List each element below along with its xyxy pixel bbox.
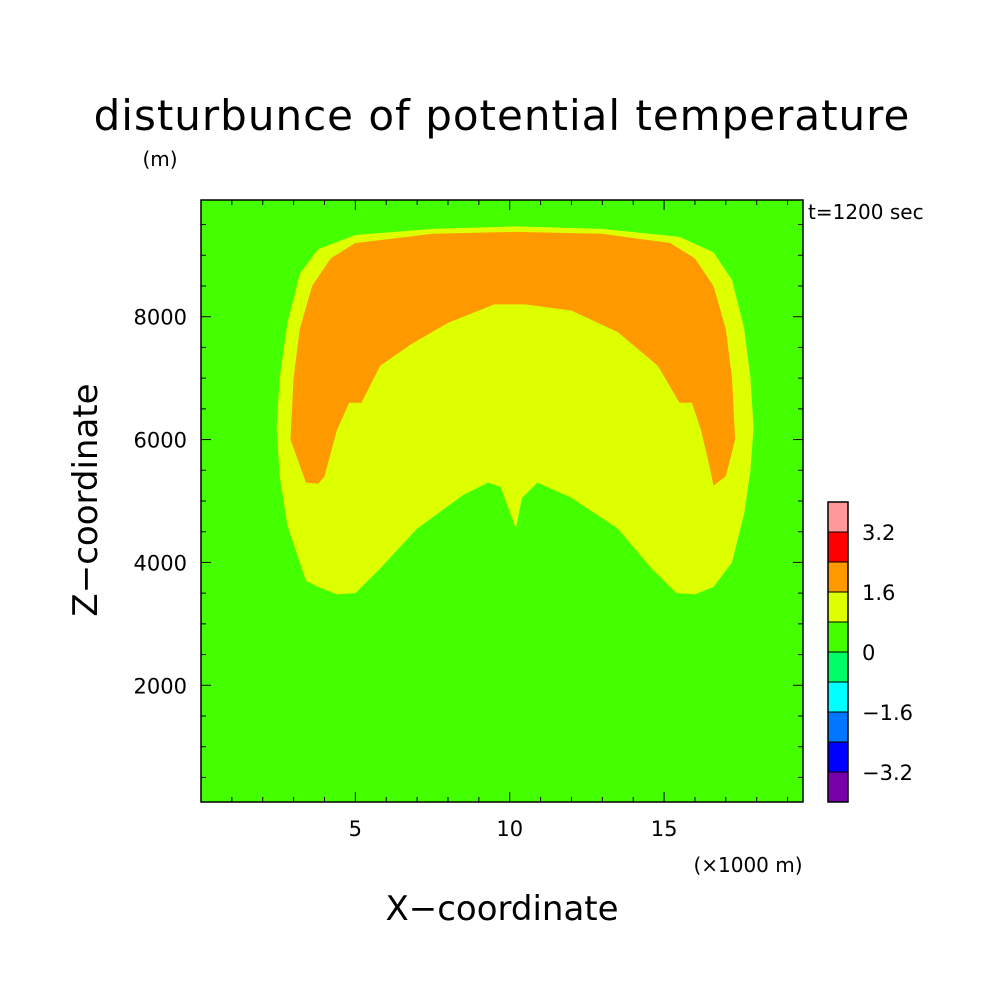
colorbar-label: 0 bbox=[862, 641, 875, 665]
y-tick-label: 6000 bbox=[134, 429, 187, 453]
colorbar-label: −3.2 bbox=[862, 761, 913, 785]
colorbar-swatch bbox=[827, 621, 849, 653]
chart-unit-label: (m) bbox=[142, 147, 177, 171]
x-axis: 5 10 15 bbox=[231, 200, 789, 841]
y-tick-label: 2000 bbox=[134, 674, 187, 698]
colorbar-label: 3.2 bbox=[862, 521, 895, 545]
contour-region-2 bbox=[290, 231, 736, 486]
x-tick-label: 15 bbox=[651, 817, 678, 841]
colorbar-label: 1.6 bbox=[862, 581, 895, 605]
colorbar-swatch bbox=[827, 681, 849, 713]
plot-area bbox=[200, 199, 804, 803]
colorbar-swatch bbox=[827, 591, 849, 623]
time-annotation: t=1200 sec bbox=[808, 200, 924, 224]
colorbar-swatch bbox=[827, 531, 849, 563]
x-tick-label: 10 bbox=[496, 817, 523, 841]
x-axis-unit: (×1000 m) bbox=[693, 853, 802, 877]
x-tick-label: 5 bbox=[349, 817, 362, 841]
y-tick-label: 4000 bbox=[134, 551, 187, 575]
colorbar-swatch bbox=[827, 501, 849, 533]
colorbar-swatch bbox=[827, 561, 849, 593]
colorbar-swatch bbox=[827, 741, 849, 773]
y-axis-label: Z−coordinate bbox=[66, 383, 106, 616]
x-axis-label: X−coordinate bbox=[385, 889, 618, 929]
y-tick-label: 8000 bbox=[134, 306, 187, 330]
colorbar-label: −1.6 bbox=[862, 701, 913, 725]
colorbar-swatch bbox=[827, 771, 849, 803]
colorbar-swatch bbox=[827, 711, 849, 743]
colorbar-frame bbox=[827, 501, 849, 803]
y-axis: 2000 4000 6000 8000 bbox=[134, 224, 803, 778]
colorbar: −3.2 −1.6 0 1.6 3.2 bbox=[827, 501, 913, 803]
chart-title: disturbunce of potential temperature bbox=[94, 91, 911, 140]
colorbar-swatch bbox=[827, 651, 849, 683]
